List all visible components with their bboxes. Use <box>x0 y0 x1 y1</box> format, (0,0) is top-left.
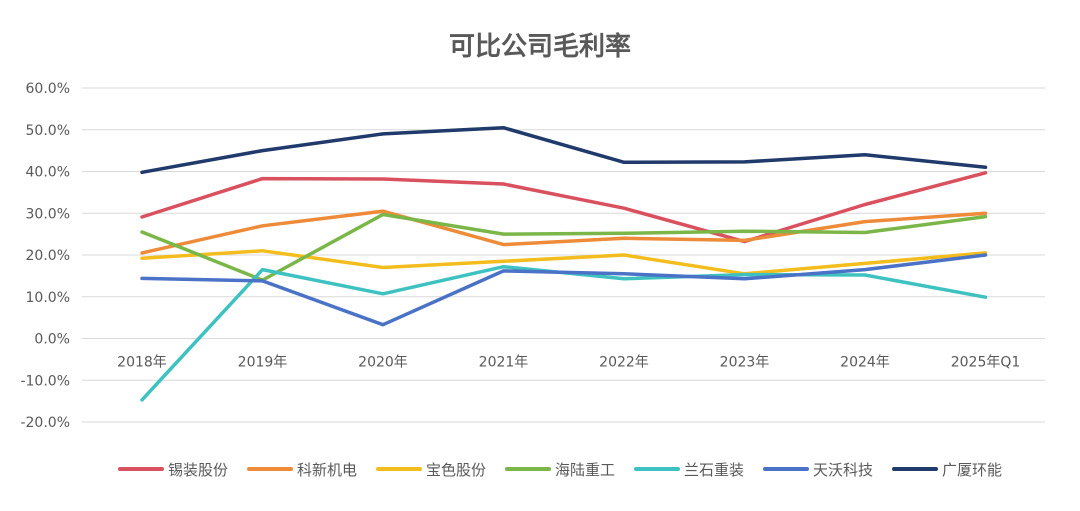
x-tick-label: 2019年 <box>238 355 288 371</box>
x-tick-label: 2025年Q1 <box>951 355 1021 371</box>
gridlines <box>82 87 1045 423</box>
y-tick-label: 50.0% <box>26 123 70 139</box>
x-tick-label: 2022年 <box>599 355 649 371</box>
y-tick-label: 20.0% <box>26 248 70 264</box>
x-tick-label: 2024年 <box>840 355 890 371</box>
y-tick-label: -20.0% <box>20 415 70 431</box>
legend-label: 锡装股份 <box>168 461 228 479</box>
legend-label: 宝色股份 <box>426 461 486 479</box>
legend-label: 天沃科技 <box>813 461 873 479</box>
x-tick-label: 2023年 <box>720 355 770 371</box>
series-line-2 <box>140 209 988 255</box>
y-tick-label: 10.0% <box>26 290 70 306</box>
series-line-7 <box>140 125 988 175</box>
x-tick-label: 2021年 <box>479 355 529 371</box>
series-line-6 <box>140 253 988 327</box>
legend-label: 广厦环能 <box>942 461 1002 479</box>
y-tick-label: 0.0% <box>34 332 70 348</box>
series-line-1 <box>140 171 988 244</box>
chart-title: 可比公司毛利率 <box>448 32 631 62</box>
series-line-3 <box>140 249 988 276</box>
legend-label: 科新机电 <box>297 461 357 479</box>
y-tick-label: 40.0% <box>26 165 70 181</box>
legend-label: 兰石重装 <box>684 461 744 479</box>
y-tick-label: 30.0% <box>26 206 70 222</box>
y-tick-label: -10.0% <box>20 373 70 389</box>
y-tick-label: 60.0% <box>26 81 70 97</box>
x-tick-label: 2018年 <box>117 355 167 371</box>
series-line-4 <box>140 212 988 282</box>
x-tick-label: 2020年 <box>358 355 408 371</box>
legend-label: 海陆重工 <box>555 461 615 479</box>
